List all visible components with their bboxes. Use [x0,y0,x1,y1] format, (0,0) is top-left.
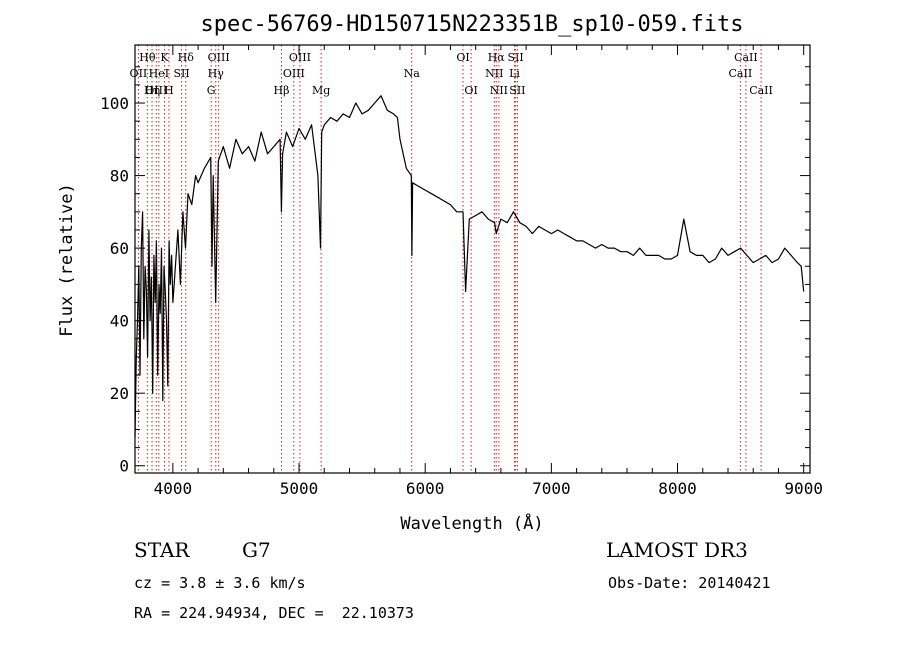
redshift-velocity: cz = 3.8 ± 3.6 km/s [134,574,306,592]
spectral-line-label: OIII [289,51,311,64]
y-tick-label: 40 [110,312,129,331]
x-tick-label: 4000 [154,479,193,498]
spectral-line-label: OI [464,84,477,97]
y-tick-label: 100 [100,94,129,113]
axes-layer: 4000 5000 6000 7000 8000 9000 0 20 40 60 80 100 [100,44,823,498]
spectral-line-label: Hδ [178,51,195,64]
spectral-line-label: OIII [283,67,305,80]
x-axis-label: Wavelength (Å) [400,512,543,534]
spectral-lines-layer: Hθ OII OIII K HeI Hη SII H Hδ OIII Hγ G OIII OIII Hβ Mg… [130,45,773,473]
spectral-line-label: SII [173,67,189,80]
x-tick-label: 5000 [280,479,319,498]
x-tick-label: 7000 [532,479,571,498]
spectral-line-label: Hη [144,84,160,97]
spectral-line-label: SII [509,84,525,97]
obs-date: Obs-Date: 20140421 [608,574,771,592]
spectral-line-label: G [207,84,216,97]
spectral-line-label: CaII [729,67,753,80]
spectral-line-label: Hβ [274,84,290,97]
y-axis-label: Flux (relative) [57,183,77,337]
series-layer [134,95,805,437]
spectral-line-label: OI [456,51,469,64]
object-type: STAR [134,538,190,562]
survey-name: LAMOST DR3 [606,538,748,562]
spectral-line-label: NII [485,67,503,80]
spectral-line-label: HeI [149,67,169,80]
subclass: G7 [242,538,271,562]
spectral-line-label: H [164,84,174,97]
spectral-line-label: Hγ [208,67,225,80]
spectral-line-label: CaII [749,84,773,97]
spectral-line-label: SII [508,51,524,64]
x-tick-label: 8000 [658,479,697,498]
coordinates: RA = 224.94934, DEC = 22.10373 [134,604,414,622]
y-tick-label: 80 [110,167,129,186]
spectral-line-label: CaII [734,51,758,64]
y-tick-label: 60 [110,239,129,258]
plot-frame [134,44,811,474]
spectral-line-label: OIII [145,84,167,97]
spectral-line-label: Mg [312,84,330,97]
spectral-line-label: OIII [208,51,230,64]
x-tick-label: 9000 [784,479,823,498]
spectral-line-label: Hα [488,51,506,64]
spectral-line-label: NII [490,84,508,97]
spectral-line-label: OII [130,67,148,80]
x-tick-label: 6000 [406,479,445,498]
spectral-line-label: Hθ [139,51,156,64]
spectral-line-label: Na [404,67,421,80]
y-tick-label: 0 [119,457,129,476]
y-tick-label: 20 [110,384,129,403]
chart-title: spec-56769-HD150715N223351B_sp10-059.fit… [200,12,743,37]
spectral-line-label: Li [509,67,520,80]
spectrum-series-line [134,95,805,437]
spectral-line-label: K [160,51,169,64]
